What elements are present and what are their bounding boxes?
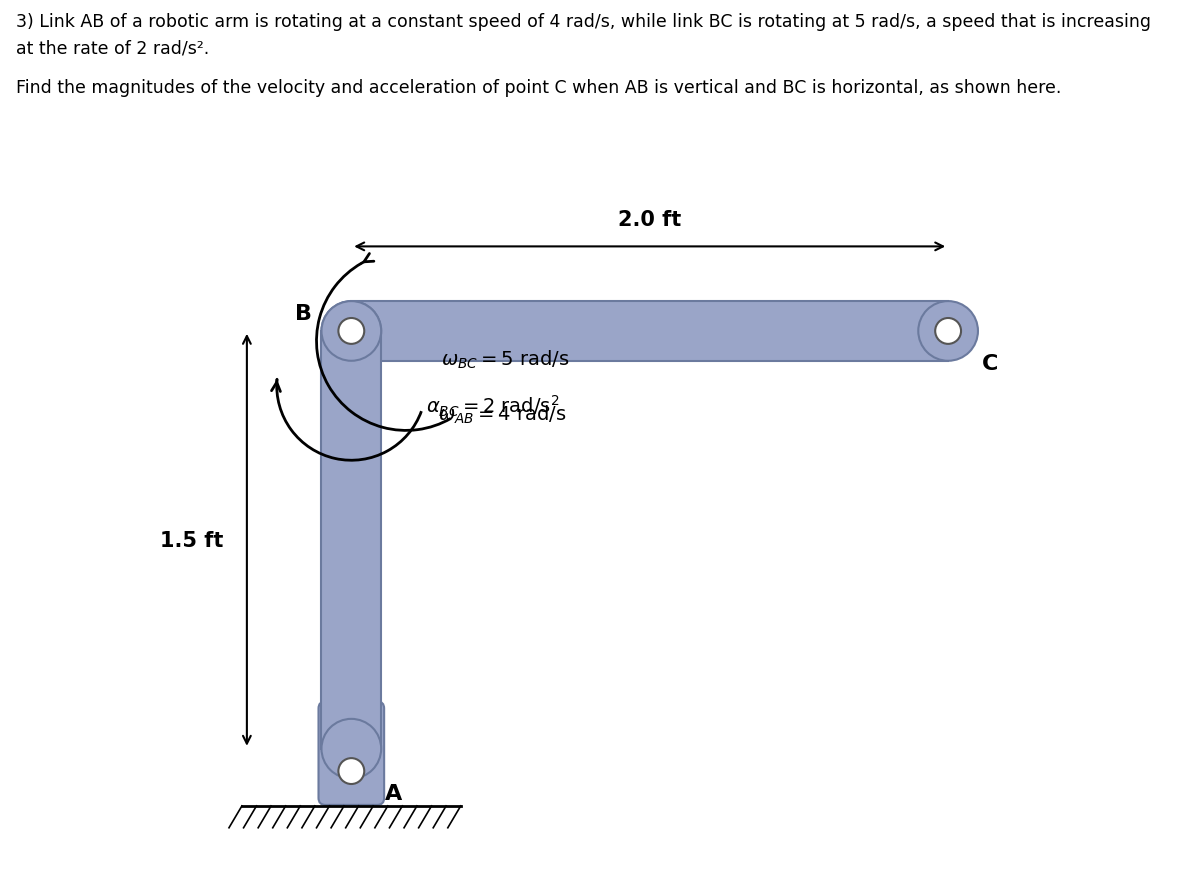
Circle shape [338, 759, 364, 784]
Circle shape [936, 319, 961, 344]
Text: $\alpha_{BC}$$ = 2\ \mathrm{rad/s}^2$: $\alpha_{BC}$$ = 2\ \mathrm{rad/s}^2$ [425, 393, 559, 419]
Text: 3) Link AB of a robotic arm is rotating at a constant speed of 4 rad/s, while li: 3) Link AB of a robotic arm is rotating … [16, 13, 1151, 31]
Text: Find the magnitudes of the velocity and acceleration of point C when AB is verti: Find the magnitudes of the velocity and … [16, 79, 1061, 97]
Circle shape [321, 302, 381, 362]
Circle shape [918, 302, 978, 362]
Text: B: B [295, 304, 312, 324]
Text: at the rate of 2 rad/s².: at the rate of 2 rad/s². [16, 40, 209, 57]
Text: 1.5 ft: 1.5 ft [160, 530, 223, 551]
Circle shape [338, 319, 364, 344]
Text: $\omega_{AB}$$ = 4\ \mathrm{rad/s}$: $\omega_{AB}$$ = 4\ \mathrm{rad/s}$ [437, 403, 566, 425]
Text: 2.0 ft: 2.0 ft [618, 209, 681, 229]
Text: A: A [385, 783, 402, 803]
FancyBboxPatch shape [319, 702, 384, 805]
Circle shape [321, 302, 381, 362]
Text: $\omega_{BC}$$ = 5\ \mathrm{rad/s}$: $\omega_{BC}$$ = 5\ \mathrm{rad/s}$ [441, 349, 570, 371]
Polygon shape [321, 332, 381, 749]
Text: C: C [982, 353, 998, 373]
Polygon shape [351, 302, 948, 362]
Circle shape [321, 719, 381, 779]
